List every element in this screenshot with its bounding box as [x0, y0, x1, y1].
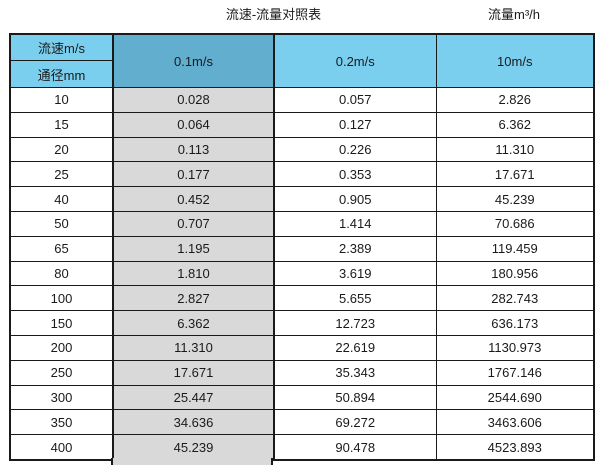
flow-value-cell: 5.655: [273, 285, 437, 312]
table-row: 300 25.447 50.894 2544.690: [9, 384, 595, 411]
header-row-velocity: 流速m/s 0.1m/s 0.2m/s 10m/s: [9, 33, 595, 88]
table-row: 200 11.310 22.619 1130.973: [9, 334, 595, 361]
flow-value-cell: 0.177: [112, 161, 275, 188]
flow-value-cell: 3463.606: [435, 409, 595, 436]
diameter-cell: 50: [9, 210, 114, 237]
corner-diameter-label: 通径mm: [9, 60, 114, 88]
table-row: 25 0.177 0.353 17.671: [9, 161, 595, 188]
diameter-cell: 20: [9, 136, 114, 163]
flow-value-cell: 1.195: [112, 235, 275, 262]
column-header-velocity-0-2: 0.2m/s: [273, 33, 437, 88]
diameter-cell: 400: [9, 434, 114, 461]
flow-value-cell: 0.452: [112, 186, 275, 212]
flow-value-cell: 0.028: [112, 87, 275, 113]
table-row: 50 0.707 1.414 70.686: [9, 210, 595, 237]
flow-value-cell: 1767.146: [435, 359, 595, 386]
diameter-cell: 65: [9, 235, 114, 262]
table-header: 流速m/s 0.1m/s 0.2m/s 10m/s 通径mm: [9, 33, 595, 88]
flow-value-cell: 1.414: [273, 210, 437, 237]
corner-velocity-label: 流速m/s: [9, 33, 114, 61]
flow-value-cell: 25.447: [112, 384, 275, 411]
table-row: 15 0.064 0.127 6.362: [9, 111, 595, 138]
table-row: 250 17.671 35.343 1767.146: [9, 359, 595, 386]
flow-value-cell: 12.723: [273, 310, 437, 336]
column-header-velocity-0-1: 0.1m/s: [112, 33, 275, 88]
diameter-cell: 350: [9, 409, 114, 436]
flow-value-cell: 11.310: [112, 334, 275, 361]
diameter-cell: 100: [9, 285, 114, 312]
flow-value-cell: 17.671: [435, 161, 595, 188]
flow-value-cell: 1.810: [112, 260, 275, 287]
flow-value-cell: 11.310: [435, 136, 595, 163]
diameter-cell: 25: [9, 161, 114, 188]
flow-value-cell: 0.226: [273, 136, 437, 163]
header-row-diameter: 通径mm: [9, 60, 594, 88]
flow-value-cell: 4523.893: [435, 434, 595, 461]
flow-value-cell: 0.127: [273, 111, 437, 138]
flow-value-cell: 45.239: [435, 186, 595, 212]
flow-value-cell: 180.956: [435, 260, 595, 287]
selected-column-overhang: [111, 458, 273, 465]
flow-value-cell: 0.707: [112, 210, 275, 237]
table-row: 100 2.827 5.655 282.743: [9, 285, 595, 312]
table-row: 400 45.239 90.478 4523.893: [9, 434, 595, 461]
diameter-cell: 40: [9, 186, 114, 212]
flow-value-cell: 119.459: [435, 235, 595, 262]
flow-value-cell: 0.113: [112, 136, 275, 163]
flow-value-cell: 90.478: [273, 434, 437, 461]
table-row: 10 0.028 0.057 2.826: [9, 87, 595, 113]
column-header-velocity-10: 10m/s: [435, 33, 595, 88]
flow-value-cell: 2544.690: [435, 384, 595, 411]
flow-value-cell: 6.362: [112, 310, 275, 336]
diameter-cell: 200: [9, 334, 114, 361]
page-title: 流速-流量对照表: [225, 7, 322, 22]
diameter-cell: 10: [9, 87, 114, 113]
flow-value-cell: 2.389: [273, 235, 437, 262]
table-row: 20 0.113 0.226 11.310: [9, 136, 595, 163]
flow-value-cell: 282.743: [435, 285, 595, 312]
diameter-cell: 300: [9, 384, 114, 411]
flow-value-cell: 0.905: [273, 186, 437, 212]
flow-rate-table: 流速m/s 0.1m/s 0.2m/s 10m/s 通径mm 10 0.028 0.…: [9, 33, 595, 461]
table-row: 150 6.362 12.723 636.173: [9, 310, 595, 336]
flow-value-cell: 6.362: [435, 111, 595, 138]
flow-value-cell: 50.894: [273, 384, 437, 411]
table-body: 10 0.028 0.057 2.826 15 0.064 0.127 6.362 20 0.11…: [9, 87, 595, 461]
flow-value-cell: 2.826: [435, 87, 595, 113]
flow-value-cell: 0.064: [112, 111, 275, 138]
flow-value-cell: 0.353: [273, 161, 437, 188]
flow-value-cell: 70.686: [435, 210, 595, 237]
flow-value-cell: 17.671: [112, 359, 275, 386]
flow-value-cell: 45.239: [112, 434, 275, 461]
flow-value-cell: 2.827: [112, 285, 275, 312]
flow-value-cell: 636.173: [435, 310, 595, 336]
diameter-cell: 250: [9, 359, 114, 386]
flow-value-cell: 34.636: [112, 409, 275, 436]
table-row: 65 1.195 2.389 119.459: [9, 235, 595, 262]
table-row: 80 1.810 3.619 180.956: [9, 260, 595, 287]
flow-value-cell: 3.619: [273, 260, 437, 287]
diameter-cell: 15: [9, 111, 114, 138]
flow-value-cell: 1130.973: [435, 334, 595, 361]
diameter-cell: 150: [9, 310, 114, 336]
table-row: 350 34.636 69.272 3463.606: [9, 409, 595, 436]
table-row: 40 0.452 0.905 45.239: [9, 186, 595, 212]
diameter-cell: 80: [9, 260, 114, 287]
flow-value-cell: 35.343: [273, 359, 437, 386]
flow-value-cell: 0.057: [273, 87, 437, 113]
flow-value-cell: 69.272: [273, 409, 437, 436]
flow-unit-label: 流量m³/h: [487, 7, 540, 22]
flow-value-cell: 22.619: [273, 334, 437, 361]
